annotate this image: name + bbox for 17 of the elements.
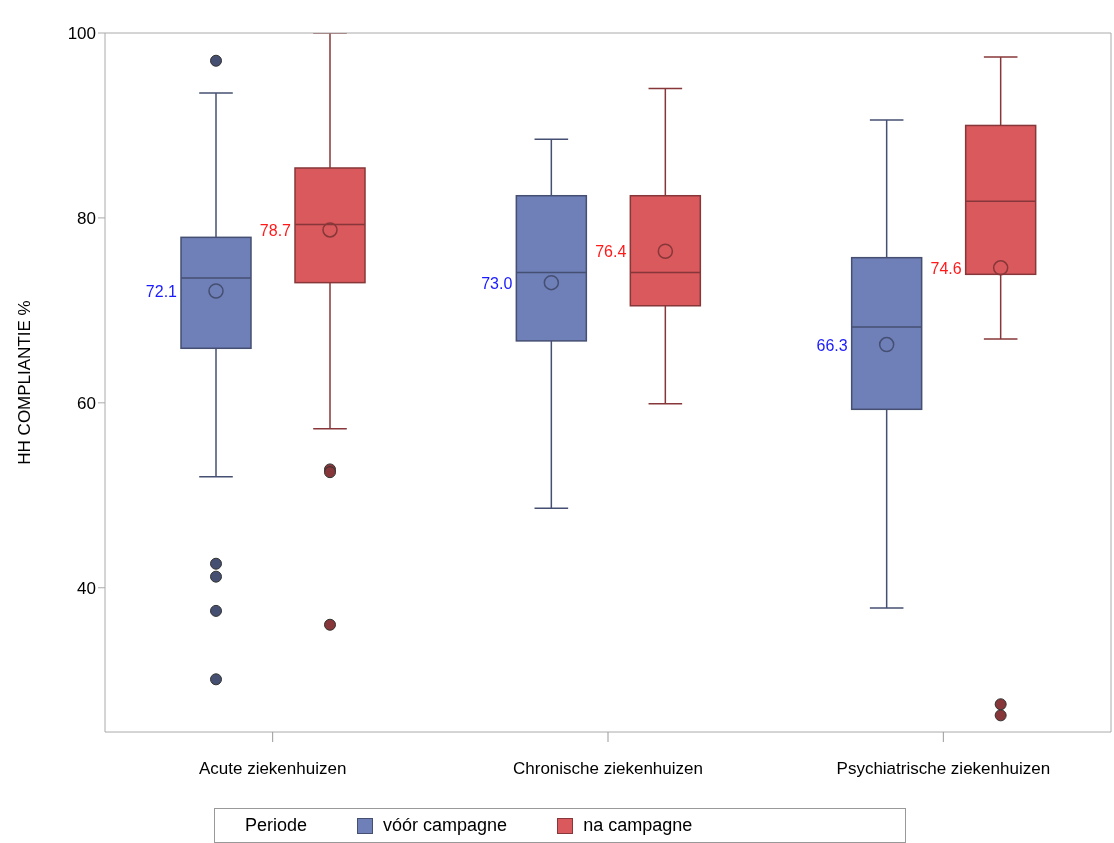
x-tick-label: Chronische ziekenhuizen — [513, 759, 703, 779]
y-tick-label: 100 — [67, 24, 96, 44]
x-tick-label: Psychiatrische ziekenhuizen — [836, 759, 1051, 779]
x-tick-label: Acute ziekenhuizen — [198, 759, 347, 779]
text: 72.1 — [145, 282, 177, 300]
y-tick-label: 60 — [77, 393, 96, 413]
text: 74.6 — [930, 259, 962, 277]
text: 76.4 — [595, 243, 627, 261]
y-tick-label: 80 — [77, 208, 96, 228]
text: 73.0 — [481, 274, 513, 292]
legend-title: Periode — [245, 815, 308, 836]
text: 78.7 — [259, 221, 291, 239]
y-tick-label: 40 — [77, 578, 96, 598]
legend-label: na campagne — [582, 815, 693, 836]
legend-label: vóór campagne — [382, 815, 508, 836]
y-axis-title: HH COMPLIANTIE % — [15, 300, 35, 465]
text: 66.3 — [816, 336, 848, 354]
